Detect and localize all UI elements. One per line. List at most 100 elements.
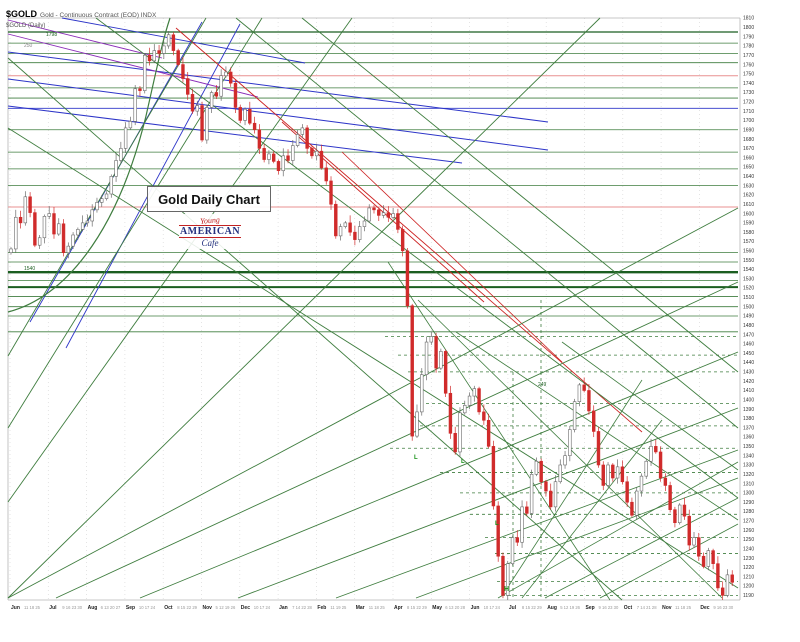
candle bbox=[76, 229, 80, 236]
y-tick-label: 1450 bbox=[743, 351, 754, 357]
candle bbox=[353, 231, 357, 240]
chart-header: $GOLD Gold - Continuous Contract (EOD) IN… bbox=[6, 3, 156, 31]
chart-annotation: L bbox=[461, 459, 465, 465]
trendline bbox=[561, 341, 739, 471]
trendline bbox=[55, 281, 739, 599]
y-tick-label: 1770 bbox=[743, 53, 754, 59]
candle bbox=[558, 464, 562, 483]
y-tick-label: 1330 bbox=[743, 463, 754, 469]
y-tick-label: 1440 bbox=[743, 360, 754, 366]
candle bbox=[520, 506, 524, 543]
x-month-label: Jun bbox=[11, 605, 20, 611]
y-tick-label: 1560 bbox=[743, 249, 754, 255]
candle bbox=[114, 160, 118, 177]
candle bbox=[267, 153, 271, 160]
candle bbox=[529, 473, 534, 514]
y-tick-label: 1470 bbox=[743, 332, 754, 338]
y-tick-label: 1340 bbox=[743, 453, 754, 459]
candle bbox=[28, 196, 32, 213]
candle bbox=[701, 555, 706, 567]
candle bbox=[157, 50, 161, 54]
y-tick-label: 1200 bbox=[743, 584, 754, 590]
candle bbox=[109, 176, 114, 195]
x-month-label: Sep bbox=[586, 605, 595, 611]
x-month-label: Mar bbox=[356, 605, 365, 611]
candle bbox=[563, 455, 567, 466]
candle bbox=[658, 451, 663, 479]
candle bbox=[434, 336, 438, 369]
candle bbox=[396, 213, 400, 230]
candle bbox=[90, 209, 94, 222]
candle bbox=[467, 395, 472, 406]
y-tick-label: 1380 bbox=[743, 416, 754, 422]
y-tick-label: 1360 bbox=[743, 435, 754, 441]
candle bbox=[357, 226, 362, 240]
y-tick-label: 1410 bbox=[743, 388, 754, 394]
y-tick-label: 1750 bbox=[743, 72, 754, 78]
candle bbox=[104, 193, 109, 199]
trendline bbox=[7, 127, 739, 589]
candle bbox=[553, 481, 558, 508]
candle bbox=[706, 550, 711, 567]
y-tick-label: 1430 bbox=[743, 370, 754, 376]
candle bbox=[381, 212, 386, 216]
candle bbox=[338, 226, 343, 237]
candle bbox=[310, 148, 314, 157]
x-day-labels: 10 17 24 bbox=[139, 605, 156, 610]
chart-annotation: H bbox=[504, 586, 509, 593]
candle bbox=[549, 490, 553, 508]
candle bbox=[491, 446, 496, 507]
y-tick-label: 1290 bbox=[743, 500, 754, 506]
candle bbox=[682, 504, 687, 517]
logo-line-american: AMERICAN bbox=[179, 225, 241, 238]
candle bbox=[133, 88, 137, 122]
candle bbox=[458, 412, 462, 453]
y-tick-label: 1490 bbox=[743, 314, 754, 320]
candle bbox=[238, 107, 242, 121]
chart-period-label: $GOLD (Daily) bbox=[6, 23, 46, 29]
candle bbox=[448, 392, 453, 434]
candle bbox=[405, 250, 410, 307]
candle bbox=[95, 202, 99, 211]
candle bbox=[400, 229, 405, 252]
y-tick-label: 1760 bbox=[743, 62, 754, 68]
candle bbox=[190, 94, 195, 112]
y-tick-label: 1250 bbox=[743, 537, 754, 543]
y-tick-label: 1550 bbox=[743, 258, 754, 264]
y-tick-label: 1630 bbox=[743, 183, 754, 189]
candle bbox=[630, 501, 634, 516]
candle bbox=[692, 537, 696, 546]
candle bbox=[486, 419, 491, 447]
x-day-labels: 8 15 22 29 bbox=[177, 605, 197, 610]
x-month-label: Aug bbox=[88, 605, 98, 611]
candle bbox=[711, 550, 715, 564]
y-tick-label: 1570 bbox=[743, 239, 754, 245]
candle bbox=[539, 460, 543, 483]
candle bbox=[324, 167, 328, 182]
y-tick-label: 1650 bbox=[743, 165, 754, 171]
candle bbox=[252, 122, 257, 131]
candle bbox=[281, 155, 285, 172]
trendline bbox=[7, 57, 623, 601]
candle bbox=[720, 587, 725, 596]
candle bbox=[37, 237, 42, 246]
chart-annotation: 249 bbox=[538, 382, 547, 388]
y-tick-label: 1540 bbox=[743, 267, 754, 273]
candle bbox=[372, 207, 376, 211]
x-day-labels: 10 17 24 bbox=[484, 605, 501, 610]
x-month-label: Aug bbox=[547, 605, 557, 611]
x-day-labels: 11 18 25 bbox=[24, 605, 41, 610]
trendline bbox=[301, 17, 739, 373]
candle bbox=[257, 129, 262, 149]
candle bbox=[152, 50, 156, 62]
trendline bbox=[235, 17, 739, 429]
candle bbox=[123, 127, 128, 149]
trendline bbox=[505, 379, 643, 591]
candle bbox=[501, 555, 505, 596]
y-tick-label: 1270 bbox=[743, 519, 754, 525]
candle bbox=[568, 429, 572, 456]
candle bbox=[443, 351, 448, 394]
x-month-label: Feb bbox=[317, 605, 326, 611]
candle bbox=[716, 563, 720, 589]
x-month-label: Nov bbox=[662, 605, 672, 611]
